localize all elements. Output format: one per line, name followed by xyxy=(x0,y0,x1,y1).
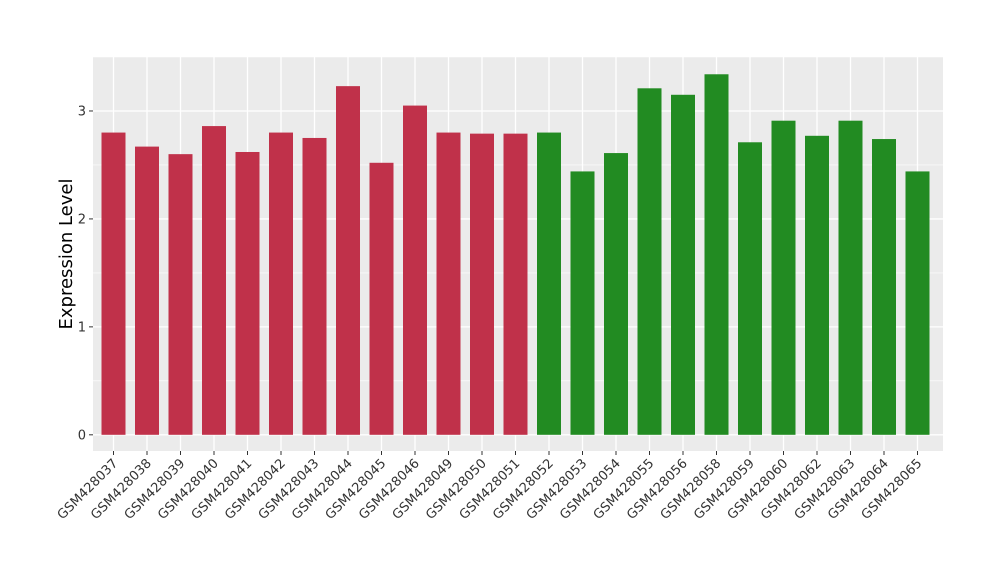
bar-GSM428037 xyxy=(101,132,126,435)
bar-GSM428044 xyxy=(336,86,360,435)
bar-GSM428051 xyxy=(503,133,528,435)
bar-GSM428060 xyxy=(771,120,796,435)
bar-GSM428053 xyxy=(570,171,595,435)
y-axis-title: Expression Level xyxy=(56,179,77,330)
bar-GSM428043 xyxy=(302,137,327,435)
bar-GSM428050 xyxy=(470,133,494,435)
y-tick-label: 2 xyxy=(78,212,86,227)
bars xyxy=(101,74,930,435)
bar-GSM428056 xyxy=(671,94,695,435)
bar-GSM428042 xyxy=(269,132,293,435)
bar-GSM428045 xyxy=(369,162,394,435)
bar-GSM428038 xyxy=(135,146,159,435)
bar-GSM428046 xyxy=(403,105,427,435)
bar-GSM428063 xyxy=(838,120,863,435)
bar-GSM428064 xyxy=(872,139,896,435)
bar-GSM428054 xyxy=(604,153,628,435)
bar-GSM428062 xyxy=(805,135,829,435)
bar-GSM428039 xyxy=(168,154,193,435)
y-axis: 0 1 2 3 xyxy=(78,104,93,443)
bar-GSM428052 xyxy=(537,132,561,435)
y-tick-label: 1 xyxy=(78,320,86,335)
y-tick-label: 3 xyxy=(78,104,86,119)
x-axis: GSM428037GSM428038GSM428039GSM428040GSM4… xyxy=(55,451,925,523)
bar-GSM428065 xyxy=(905,171,930,435)
bar-GSM428040 xyxy=(202,126,226,435)
y-tick-label: 0 xyxy=(78,428,86,443)
bar-GSM428059 xyxy=(738,142,762,435)
bar-GSM428058 xyxy=(704,74,729,435)
bar-GSM428041 xyxy=(235,151,260,435)
bar-GSM428049 xyxy=(436,132,461,435)
bar-GSM428055 xyxy=(637,88,662,435)
